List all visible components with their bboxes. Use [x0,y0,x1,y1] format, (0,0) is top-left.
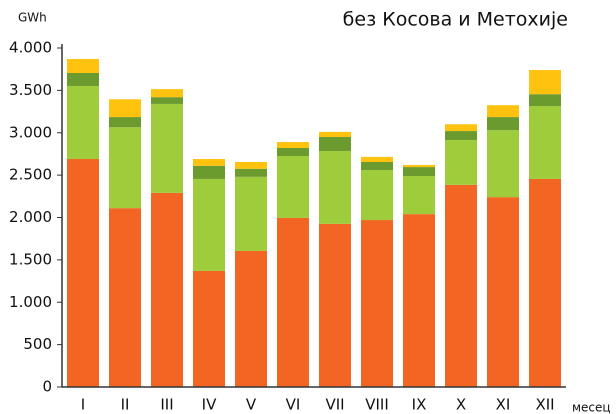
bar-segment [235,176,267,251]
bar-segment [361,220,393,387]
chart-title: без Косова и Метохије [343,9,568,31]
bar-segment [361,156,393,162]
y-tick-label: 1.000 [9,293,52,311]
x-tick-label: XII [535,396,554,414]
bar-segment [109,208,141,387]
bar-segment [319,136,351,151]
bar-segment [487,105,519,118]
x-tick-label: VI [286,396,301,414]
bar-segment [529,106,561,179]
bar-segment [151,89,183,98]
y-tick-label: 2.500 [9,166,52,184]
y-tick-label: 3.500 [9,81,52,99]
bar-segment [67,73,99,86]
bar-segment [67,59,99,74]
bar-segment [445,124,477,132]
bar-segment [109,117,141,128]
bar-segment [193,270,225,387]
y-axis-label: GWh [18,11,47,25]
bar-segment [403,167,435,176]
bar-segment [277,217,309,387]
bar-segment [403,214,435,387]
bar-segment [445,131,477,140]
bar-segment [67,85,99,160]
bar-segment [445,139,477,185]
bar-segment [235,168,267,177]
bar-segment [109,127,141,209]
bar-segment [151,97,183,104]
y-tick-label: 2.000 [9,208,52,226]
bar-segment [487,117,519,131]
bar-segment [193,178,225,271]
x-tick-label: VIII [365,396,389,414]
x-tick-label: III [160,396,173,414]
bar-segment [277,148,309,157]
bar-segment [529,70,561,95]
bar-segment [151,103,183,193]
bar-segment [361,161,393,171]
y-tick-label: 500 [23,335,52,353]
x-tick-label: XI [496,396,511,414]
bar-segment [403,175,435,215]
x-tick-label: V [246,396,257,414]
bar-segment [487,197,519,387]
x-tick-label: VII [325,396,344,414]
bar-segment [277,142,309,149]
bar-segment [109,99,141,118]
x-tick-label: IV [202,396,217,414]
x-tick-label: IX [412,396,427,414]
bar-segment [403,164,435,168]
y-tick-label: 0 [42,378,52,396]
bar-segment [193,159,225,166]
y-tick-label: 3.000 [9,123,52,141]
bar-segment [445,184,477,387]
x-tick-label: I [81,396,85,414]
bar-segment [151,192,183,387]
bar-segment [361,170,393,221]
bar-segment [67,159,99,387]
bar-segment [193,165,225,179]
x-tick-label: II [121,396,130,414]
bar-segment [487,130,519,198]
x-tick-label: X [456,396,466,414]
bar-segment [319,131,351,137]
bar-segment [235,250,267,387]
bar-segment [319,223,351,387]
bar-segment [529,94,561,107]
bar-segment [235,161,267,169]
bar-segment [319,150,351,224]
y-tick-label: 1.500 [9,250,52,268]
x-axis-label: месец [572,401,611,414]
bar-segment [529,178,561,387]
y-tick-label: 4.000 [9,39,52,57]
bar-segment [277,156,309,218]
